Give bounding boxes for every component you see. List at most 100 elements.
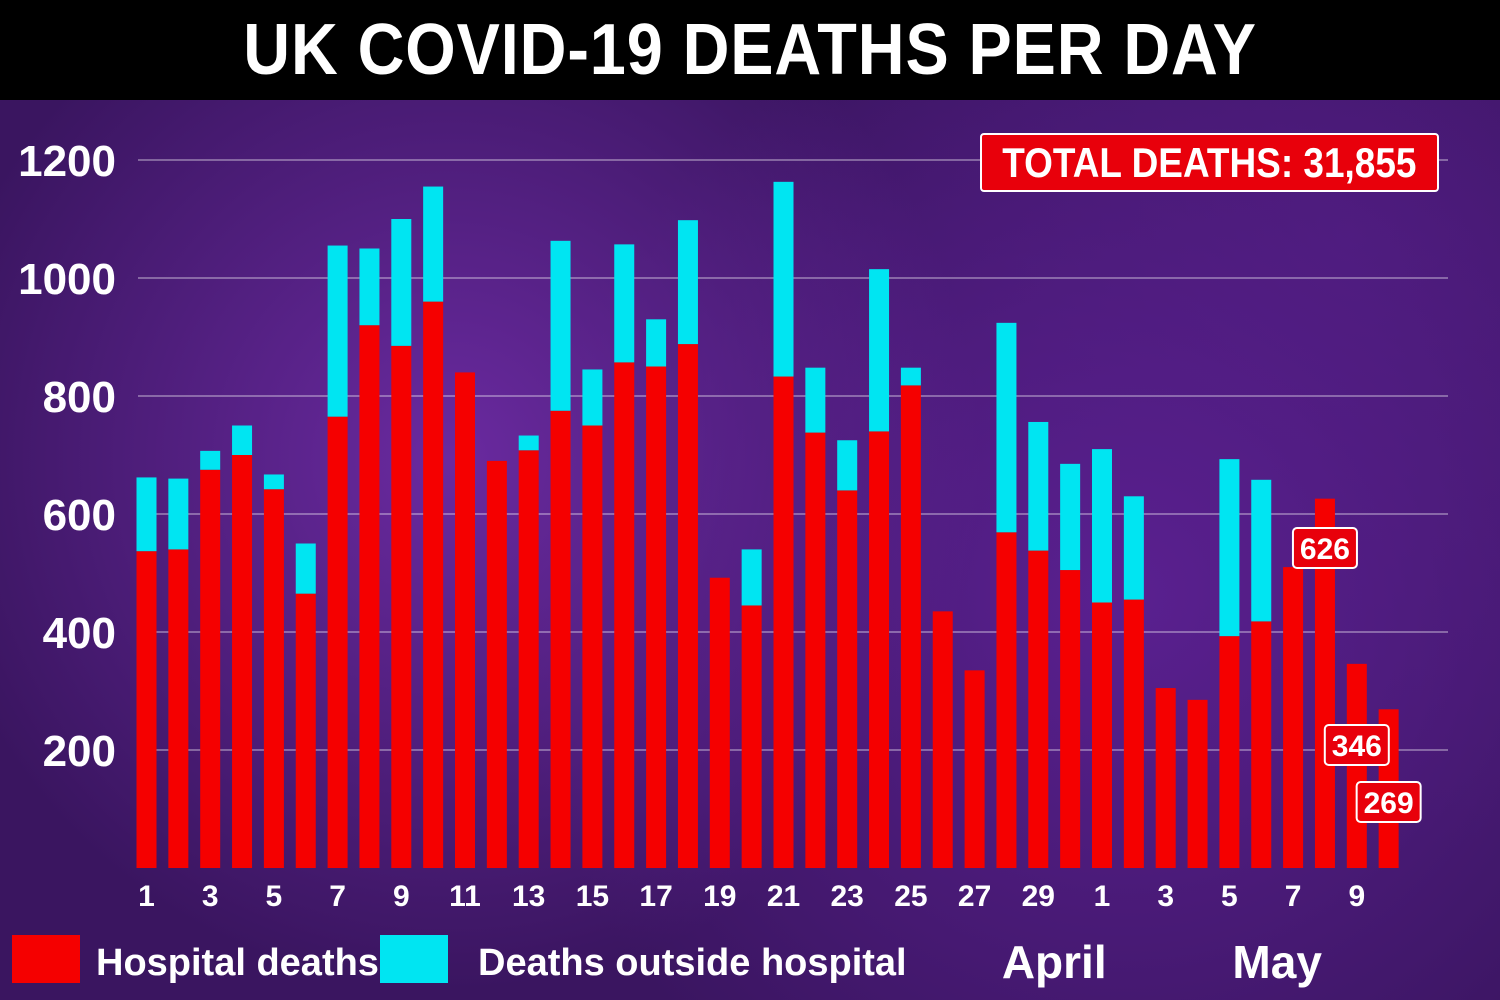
bar-deaths-outside-hospital xyxy=(550,240,571,411)
value-callout-box xyxy=(1291,527,1358,569)
bar-deaths-outside-hospital xyxy=(677,220,698,345)
x-tick-label: 23 xyxy=(831,880,864,913)
bar-hospital-deaths xyxy=(1187,699,1208,868)
bar-hospital-deaths xyxy=(709,577,730,868)
bar-deaths-outside-hospital xyxy=(359,248,380,326)
y-tick-label: 800 xyxy=(43,373,116,422)
bar-hospital-deaths xyxy=(1155,688,1176,868)
x-tick-label: 29 xyxy=(1022,880,1055,913)
bar-hospital-deaths xyxy=(136,551,157,868)
bar-deaths-outside-hospital xyxy=(805,367,826,433)
y-tick-label: 1200 xyxy=(18,137,116,186)
bar-hospital-deaths xyxy=(295,593,316,868)
bar-deaths-outside-hospital xyxy=(869,269,890,432)
x-tick-label: 3 xyxy=(1157,880,1174,913)
value-callout-box xyxy=(1355,781,1422,823)
month-label: April xyxy=(1002,936,1107,988)
y-axis-ticks: 200 400 600 800 1000 1200 xyxy=(18,137,116,776)
bar-deaths-outside-hospital xyxy=(614,244,635,363)
bar-deaths-outside-hospital xyxy=(646,319,667,367)
x-axis-ticks: 1 3 5 7 9 11 13 15 17 19 21 23 25 27 29 1 3 5 7 9 xyxy=(138,880,1365,913)
bar-deaths-outside-hospital xyxy=(232,425,253,455)
x-tick-label: 7 xyxy=(1285,880,1302,913)
bar-deaths-outside-hospital xyxy=(741,549,762,606)
bar-deaths-outside-hospital xyxy=(1251,479,1272,622)
value-callout-label: 626 xyxy=(1300,533,1350,566)
x-tick-label: 1 xyxy=(138,880,155,913)
value-callouts: 626 346 269 xyxy=(1291,527,1422,823)
y-tick-label: 400 xyxy=(43,609,116,658)
x-tick-label: 9 xyxy=(1348,880,1365,913)
bar-hospital-deaths xyxy=(964,670,985,868)
bar-deaths-outside-hospital xyxy=(423,186,444,302)
bar-deaths-outside-hospital xyxy=(1219,459,1240,637)
y-tick-label: 1000 xyxy=(18,255,116,304)
bar-hospital-deaths xyxy=(900,385,921,868)
bar-deaths-outside-hospital xyxy=(391,219,412,346)
bar-deaths-outside-hospital xyxy=(996,322,1017,533)
value-callout-label: 346 xyxy=(1332,730,1382,763)
x-tick-label: 17 xyxy=(639,880,672,913)
x-tick-label: 15 xyxy=(576,880,609,913)
bar-hospital-deaths xyxy=(677,344,698,869)
bar-hospital-deaths xyxy=(1060,570,1081,868)
bar-hospital-deaths xyxy=(391,345,412,869)
y-tick-label: 600 xyxy=(43,491,116,540)
x-tick-label: 21 xyxy=(767,880,800,913)
bar-deaths-outside-hospital xyxy=(168,478,189,550)
bar-hospital-deaths xyxy=(837,490,858,868)
bar-deaths-outside-hospital xyxy=(1123,496,1144,600)
bars xyxy=(136,181,1399,869)
bar-hospital-deaths xyxy=(327,416,348,868)
chart-title: UK COVID-19 DEATHS PER DAY xyxy=(243,10,1257,90)
bar-hospital-deaths xyxy=(550,410,571,868)
legend-swatch-outside xyxy=(380,935,448,983)
bar-hospital-deaths xyxy=(1251,621,1272,868)
bar-hospital-deaths xyxy=(614,362,635,868)
bar-hospital-deaths xyxy=(646,366,667,868)
bar-hospital-deaths xyxy=(232,455,253,868)
bar-deaths-outside-hospital xyxy=(136,477,157,552)
x-tick-label: 27 xyxy=(958,880,991,913)
x-tick-label: 19 xyxy=(703,880,736,913)
bar-deaths-outside-hospital xyxy=(837,440,858,491)
bar-hospital-deaths xyxy=(518,450,539,868)
bar-hospital-deaths xyxy=(741,605,762,868)
bar-deaths-outside-hospital xyxy=(518,435,539,451)
x-tick-label: 11 xyxy=(449,880,481,913)
month-label: May xyxy=(1232,936,1322,988)
bar-deaths-outside-hospital xyxy=(1028,421,1049,551)
y-tick-label: 200 xyxy=(43,727,116,776)
bar-deaths-outside-hospital xyxy=(200,450,221,470)
month-labels: April May xyxy=(1002,936,1322,988)
bar-hospital-deaths xyxy=(423,301,444,869)
value-callout-box xyxy=(1323,724,1390,766)
legend-label-outside: Deaths outside hospital xyxy=(478,942,907,984)
legend: Hospital deaths Deaths outside hospital xyxy=(12,935,907,984)
bar-deaths-outside-hospital xyxy=(327,245,348,417)
bar-hospital-deaths xyxy=(168,549,189,868)
x-tick-label: 25 xyxy=(894,880,927,913)
bar-hospital-deaths xyxy=(263,489,284,868)
bar-hospital-deaths xyxy=(486,460,507,868)
total-deaths-label: TOTAL DEATHS: 31,855 xyxy=(1002,138,1417,186)
x-tick-label: 5 xyxy=(1221,880,1238,913)
bar-hospital-deaths xyxy=(1028,550,1049,868)
x-tick-label: 3 xyxy=(202,880,219,913)
bar-hospital-deaths xyxy=(773,376,794,868)
bar-hospital-deaths xyxy=(1219,636,1240,868)
bar-deaths-outside-hospital xyxy=(263,474,284,490)
value-callout-label: 269 xyxy=(1364,787,1414,820)
bar-deaths-outside-hospital xyxy=(1092,449,1112,603)
bar-deaths-outside-hospital xyxy=(773,181,794,377)
bar-deaths-outside-hospital xyxy=(900,367,921,386)
bar-hospital-deaths xyxy=(805,432,826,868)
bar-hospital-deaths xyxy=(869,431,890,868)
bar-hospital-deaths xyxy=(932,611,953,868)
bar-hospital-deaths xyxy=(996,532,1017,868)
x-tick-label: 13 xyxy=(512,880,545,913)
total-deaths-badge: TOTAL DEATHS: 31,855 xyxy=(980,133,1439,192)
bar-deaths-outside-hospital xyxy=(582,369,603,426)
x-tick-label: 7 xyxy=(329,880,346,913)
